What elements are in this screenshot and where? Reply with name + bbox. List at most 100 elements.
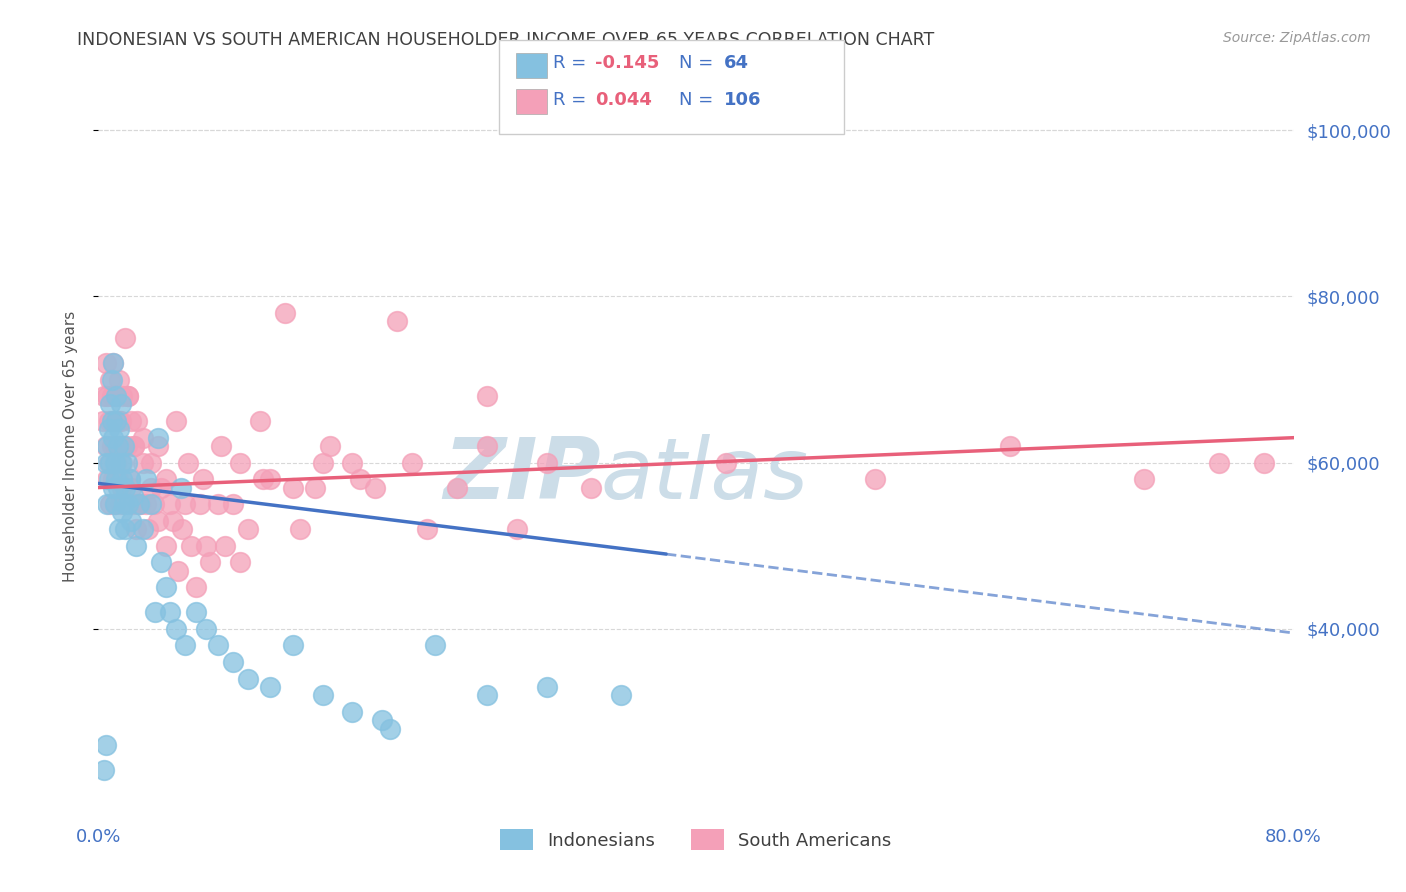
Text: R =: R = [553, 91, 592, 109]
Point [101, 439, 124, 453]
Point [118, 472, 141, 486]
Point [108, 522, 131, 536]
Point [139, 497, 162, 511]
Point [103, 472, 125, 486]
Text: INDONESIAN VS SOUTH AMERICAN HOUSEHOLDER INCOME OVER 65 YEARS CORRELATION CHART: INDONESIAN VS SOUTH AMERICAN HOUSEHOLDER… [77, 31, 935, 49]
Point [148, 431, 170, 445]
Point [1133, 472, 1156, 486]
Point [114, 439, 136, 453]
Point [148, 514, 170, 528]
Point [304, 481, 326, 495]
Point [446, 481, 468, 495]
Point [423, 639, 446, 653]
Point [104, 456, 127, 470]
Point [172, 522, 194, 536]
Point [581, 481, 603, 495]
Text: R =: R = [553, 54, 592, 72]
Point [115, 456, 138, 470]
Point [139, 456, 162, 470]
Point [139, 481, 162, 495]
Point [135, 472, 157, 486]
Point [117, 389, 139, 403]
Point [98, 497, 122, 511]
Point [103, 414, 125, 428]
Point [165, 414, 187, 428]
Point [121, 497, 143, 511]
Point [132, 456, 155, 470]
Point [188, 497, 211, 511]
Point [252, 472, 274, 486]
Point [165, 622, 187, 636]
Point [378, 722, 401, 736]
Point [209, 439, 232, 453]
Point [174, 497, 197, 511]
Point [865, 472, 887, 486]
Point [107, 481, 129, 495]
Point [259, 680, 281, 694]
Point [121, 489, 143, 503]
Point [288, 522, 311, 536]
Point [207, 639, 229, 653]
Point [249, 414, 271, 428]
Point [311, 456, 333, 470]
Point [236, 522, 259, 536]
Point [364, 481, 387, 495]
Point [214, 539, 236, 553]
Point [174, 639, 197, 653]
Point [166, 564, 188, 578]
Point [401, 456, 423, 470]
Point [127, 414, 149, 428]
Point [311, 689, 333, 703]
Point [110, 497, 132, 511]
Point [169, 481, 191, 495]
Point [117, 389, 139, 403]
Point [103, 481, 125, 495]
Point [118, 472, 141, 486]
Point [105, 439, 128, 453]
Text: 106: 106 [724, 91, 762, 109]
Point [112, 439, 135, 453]
Point [536, 456, 558, 470]
Point [148, 439, 170, 453]
Point [107, 472, 129, 486]
Point [97, 456, 120, 470]
Point [229, 456, 252, 470]
Point [714, 456, 737, 470]
Point [96, 472, 118, 486]
Point [120, 481, 142, 495]
Point [342, 456, 364, 470]
Point [105, 456, 128, 470]
Point [998, 439, 1021, 453]
Point [371, 714, 394, 728]
Point [281, 481, 304, 495]
Point [142, 497, 165, 511]
Point [180, 539, 202, 553]
Point [110, 397, 132, 411]
Point [103, 389, 125, 403]
Point [143, 605, 166, 619]
Legend: Indonesians, South Americans: Indonesians, South Americans [501, 830, 891, 850]
Point [1253, 456, 1275, 470]
Point [105, 389, 128, 403]
Point [117, 497, 139, 511]
Point [132, 522, 155, 536]
Point [114, 481, 136, 495]
Point [177, 456, 200, 470]
Text: ZIP: ZIP [443, 434, 600, 516]
Point [159, 605, 181, 619]
Point [97, 472, 120, 486]
Point [93, 389, 115, 403]
Point [229, 555, 252, 569]
Point [475, 439, 498, 453]
Point [155, 539, 177, 553]
Point [536, 680, 558, 694]
Point [475, 389, 498, 403]
Point [259, 472, 281, 486]
Point [506, 522, 529, 536]
Point [155, 472, 177, 486]
Text: -0.145: -0.145 [595, 54, 659, 72]
Point [108, 439, 131, 453]
Point [1208, 456, 1230, 470]
Point [96, 439, 118, 453]
Point [96, 389, 118, 403]
